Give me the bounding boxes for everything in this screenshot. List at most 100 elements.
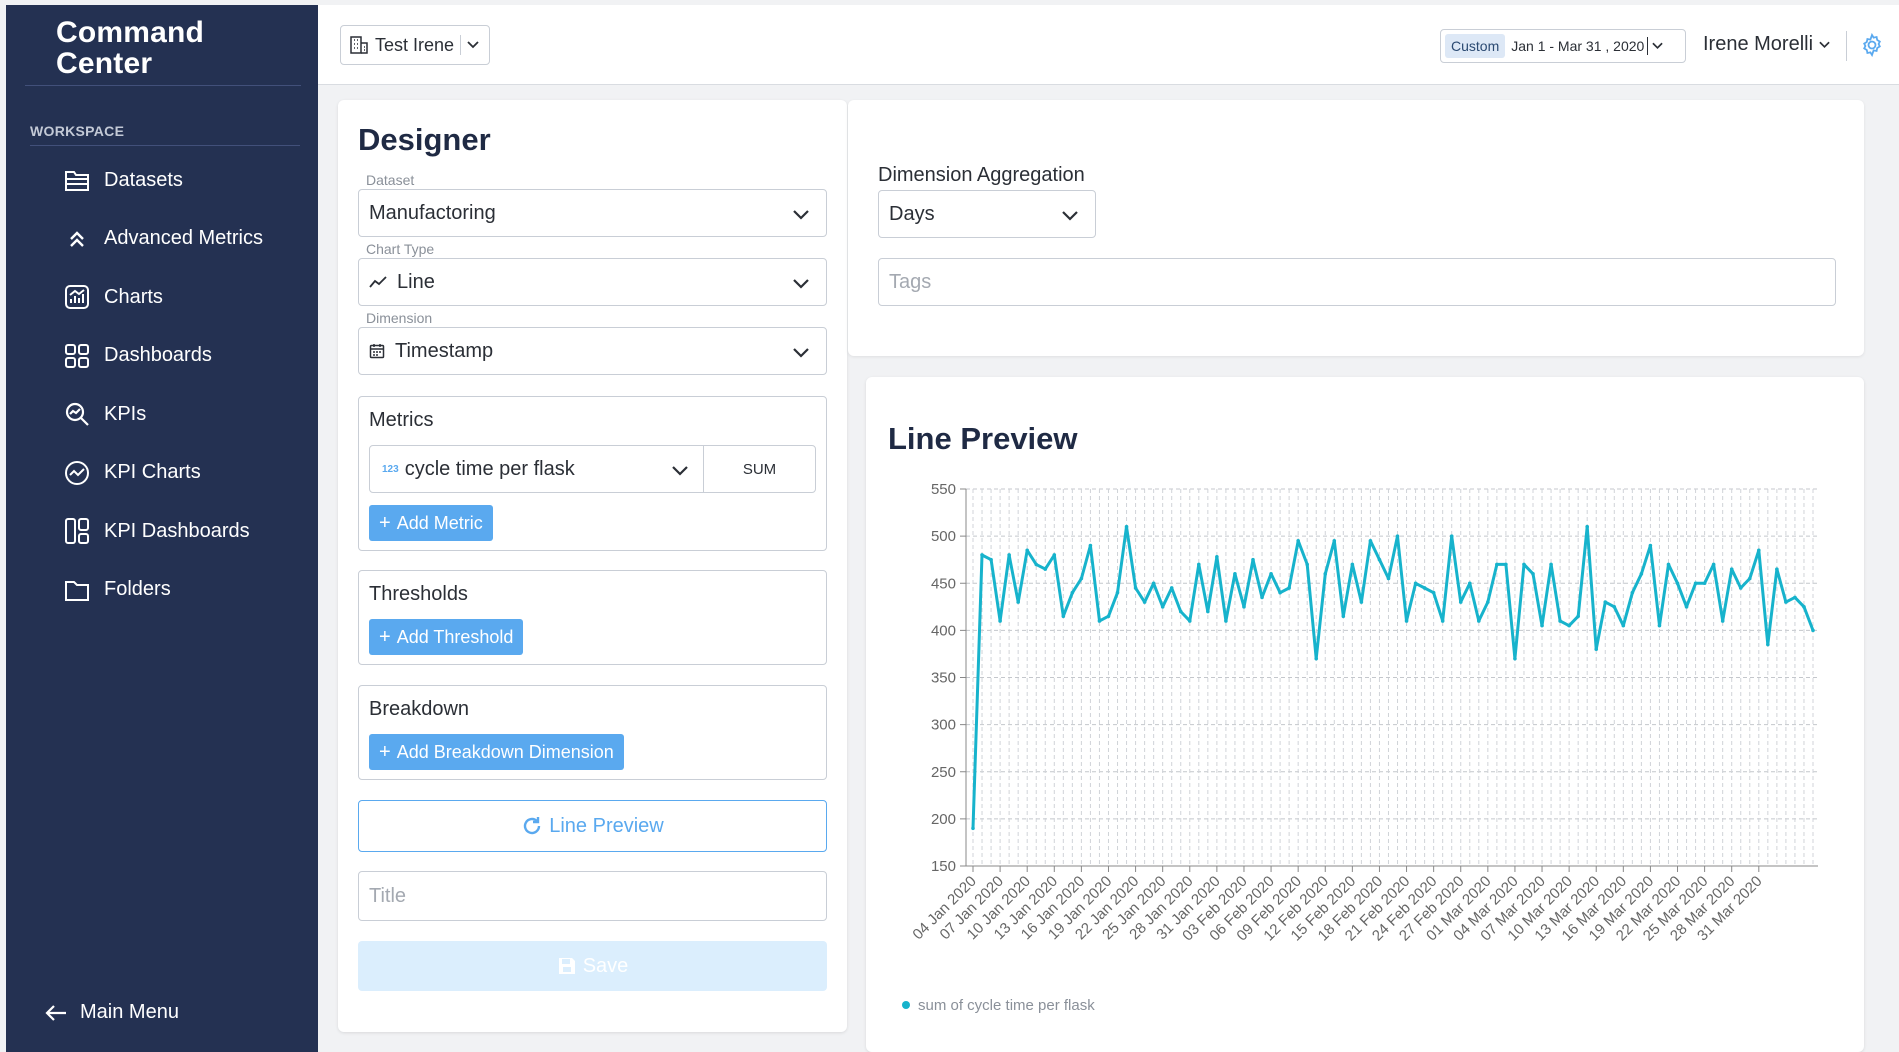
data-point bbox=[1747, 576, 1752, 581]
sidebar-item-kpis[interactable]: KPIs bbox=[6, 385, 318, 444]
chart-type-select[interactable]: Line bbox=[358, 258, 827, 306]
dimension-label: Dimension bbox=[366, 310, 433, 326]
data-point bbox=[1576, 614, 1580, 619]
chevron-down-icon bbox=[792, 342, 810, 365]
thresholds-heading: Thresholds bbox=[369, 583, 468, 605]
sidebar-item-kpi-dashboards[interactable]: KPI Dashboards bbox=[6, 502, 318, 561]
data-point bbox=[1061, 614, 1066, 619]
data-point bbox=[1431, 590, 1436, 595]
data-point bbox=[1305, 562, 1309, 567]
double-chevron-up-icon bbox=[62, 224, 92, 254]
aggregation-select[interactable]: SUM bbox=[742, 460, 777, 478]
date-range-picker[interactable]: Custom Jan 1 - Mar 31 , 2020 bbox=[1440, 29, 1686, 63]
data-point bbox=[1377, 557, 1382, 562]
data-point bbox=[1359, 600, 1364, 604]
calendar-icon bbox=[369, 343, 385, 359]
designer-panel: Designer Dataset Manufactoring Chart Typ… bbox=[338, 100, 847, 1032]
sidebar-item-dashboards[interactable]: Dashboards bbox=[6, 327, 318, 386]
title-input[interactable] bbox=[358, 871, 827, 921]
chevron-down-icon bbox=[1819, 41, 1830, 49]
gear-icon[interactable] bbox=[1860, 32, 1884, 62]
data-point bbox=[1178, 609, 1183, 614]
data-point bbox=[1296, 539, 1300, 543]
tags-input[interactable] bbox=[878, 258, 1836, 306]
brand-logo[interactable]: Command Center bbox=[56, 17, 204, 79]
y-tick-label: 450 bbox=[931, 575, 956, 592]
data-point bbox=[1585, 524, 1589, 529]
y-tick-label: 350 bbox=[931, 670, 956, 687]
data-point bbox=[1702, 581, 1707, 586]
sidebar-item-label: KPIs bbox=[104, 402, 147, 425]
data-point bbox=[1729, 567, 1734, 571]
data-point bbox=[971, 826, 975, 831]
numeric-type-badge: 123 bbox=[382, 463, 399, 475]
sidebar: Command Center WORKSPACE Datasets Advanc… bbox=[6, 5, 318, 1052]
data-point bbox=[1558, 619, 1562, 623]
metrics-group: Metrics 123 cycle time per flask SUM + A… bbox=[358, 396, 827, 551]
sidebar-item-label: Advanced Metrics bbox=[104, 227, 263, 250]
data-point bbox=[1612, 605, 1617, 609]
dimension-select[interactable]: Timestamp bbox=[358, 327, 827, 375]
sidebar-item-folders[interactable]: Folders bbox=[6, 561, 318, 620]
add-breakdown-label: Add Breakdown Dimension bbox=[396, 741, 614, 762]
data-point bbox=[1332, 539, 1337, 543]
data-point bbox=[1793, 595, 1797, 600]
data-point bbox=[1106, 614, 1111, 619]
sidebar-item-charts[interactable]: Charts bbox=[6, 268, 318, 327]
refresh-icon bbox=[521, 815, 543, 837]
chevron-down-icon bbox=[467, 41, 479, 49]
sidebar-nav: Datasets Advanced Metrics Charts Dashboa… bbox=[6, 151, 318, 619]
y-tick-label: 400 bbox=[931, 622, 956, 639]
data-point bbox=[1684, 605, 1689, 609]
dimension-aggregation-select[interactable]: Days bbox=[878, 190, 1096, 238]
add-metric-button[interactable]: + Add Metric bbox=[369, 505, 493, 541]
sidebar-item-datasets[interactable]: Datasets bbox=[6, 151, 318, 210]
data-point bbox=[1549, 562, 1553, 567]
data-point bbox=[1142, 600, 1147, 604]
line-preview-button[interactable]: Line Preview bbox=[358, 800, 827, 852]
chart-type-value: Line bbox=[397, 270, 435, 293]
data-point bbox=[1368, 539, 1373, 543]
data-point bbox=[1630, 590, 1635, 595]
add-metric-label: Add Metric bbox=[396, 512, 483, 533]
metric-select[interactable]: 123 cycle time per flask bbox=[370, 446, 704, 492]
sidebar-item-advanced-metrics[interactable]: Advanced Metrics bbox=[6, 210, 318, 269]
data-point bbox=[1187, 619, 1192, 623]
folder-file-icon bbox=[62, 165, 92, 195]
data-point bbox=[1088, 543, 1093, 548]
data-point bbox=[1540, 623, 1544, 628]
organization-select[interactable]: Test Irene bbox=[340, 25, 490, 65]
data-point bbox=[1531, 572, 1535, 576]
dataset-select[interactable]: Manufactoring bbox=[358, 189, 827, 237]
y-tick-label: 500 bbox=[931, 528, 956, 545]
y-tick-label: 250 bbox=[931, 764, 956, 781]
kpi-chart-icon bbox=[62, 458, 92, 488]
chart-icon bbox=[62, 282, 92, 312]
dimension-aggregation-value: Days bbox=[889, 202, 935, 225]
data-point bbox=[989, 557, 993, 562]
data-point bbox=[1386, 576, 1391, 581]
data-point bbox=[1603, 600, 1608, 604]
data-point bbox=[1757, 548, 1761, 553]
add-threshold-button[interactable]: + Add Threshold bbox=[369, 619, 524, 655]
user-menu[interactable]: Irene Morelli bbox=[1703, 33, 1830, 56]
metric-row: 123 cycle time per flask SUM bbox=[369, 445, 816, 493]
sidebar-item-kpi-charts[interactable]: KPI Charts bbox=[6, 444, 318, 503]
data-point bbox=[1720, 619, 1725, 623]
save-button[interactable]: Save bbox=[358, 941, 827, 991]
chart-settings-panel: Dimension Aggregation Days bbox=[848, 100, 1864, 356]
divider bbox=[1647, 37, 1649, 55]
chart-type-label: Chart Type bbox=[366, 241, 435, 257]
main-menu-link[interactable]: Main Menu bbox=[44, 1001, 179, 1024]
building-icon bbox=[349, 35, 369, 55]
data-point bbox=[1802, 605, 1806, 609]
data-point bbox=[1287, 586, 1291, 590]
data-point bbox=[1025, 548, 1029, 553]
data-point bbox=[1233, 572, 1237, 576]
add-breakdown-button[interactable]: + Add Breakdown Dimension bbox=[369, 734, 624, 770]
brand-line-1: Command bbox=[56, 16, 205, 49]
data-point bbox=[1133, 586, 1138, 590]
line-chart-icon bbox=[369, 275, 387, 289]
data-point bbox=[1711, 562, 1716, 567]
